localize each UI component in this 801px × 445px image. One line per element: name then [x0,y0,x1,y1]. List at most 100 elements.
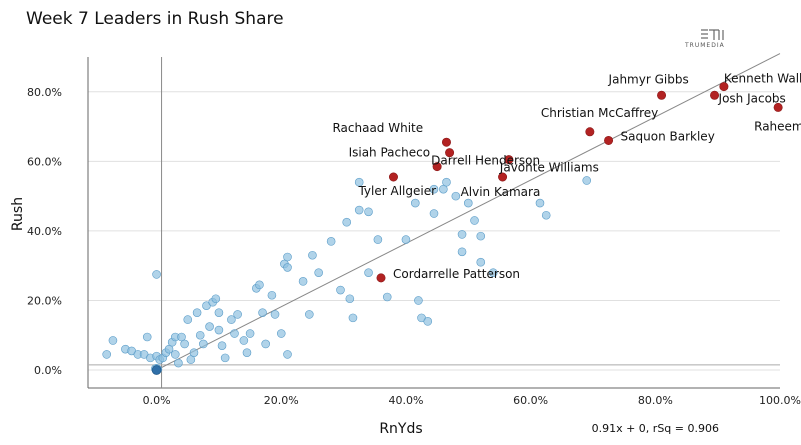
other-player-point [233,310,242,319]
y-tick-label: 80.0% [27,86,62,99]
other-player-point [195,330,205,340]
other-player-point [270,310,280,319]
y-tick-label: 40.0% [27,225,62,238]
other-player-point [239,336,249,345]
trumedia-logo: TRUMEDIA [684,29,725,49]
player-labels: Jahmyr Gibbs Kenneth Walker Josh Jacobs Rah… [332,72,801,281]
other-player-point [102,350,112,359]
other-player-point [108,336,118,345]
other-player-point [189,348,199,357]
gridlines [88,91,780,371]
x-tick-label: 60.0% [513,394,548,407]
leader-point [719,82,729,92]
other-player-point [170,350,180,359]
other-player-point [152,270,161,279]
other-player-point [298,277,308,286]
other-player-point [476,257,486,267]
other-player-point [345,294,355,304]
leader-point [604,135,614,145]
other-player-point [410,198,420,208]
other-player-point [217,341,227,350]
other-player-point [364,207,373,217]
x-axis-ticks: 0.0% 20.0% 40.0% 60.0% 80.0% 100.0% [143,394,801,407]
other-player-point [211,294,221,304]
other-player-point [342,217,352,227]
other-players-series [102,176,592,375]
other-player-point [305,310,314,319]
other-player-point [283,252,292,262]
other-player-point [205,322,214,331]
leader-point-label: Josh Jacobs [718,91,786,105]
y-tick-label: 0.0% [34,364,62,377]
y-tick-label: 20.0% [27,294,62,307]
other-player-point [214,308,224,317]
other-player-point [451,191,461,201]
leader-point-label: Darrell Henderson [431,154,540,168]
leader-point [710,90,720,100]
other-player-point [230,329,239,338]
logo-text: TRUMEDIA [684,42,725,49]
leader-point [504,155,514,165]
x-tick-label: 20.0% [264,394,299,407]
other-player-point [326,237,336,246]
other-player-point [457,247,467,257]
origin-player-point [151,365,162,375]
x-tick-label: 100.0% [759,394,801,407]
leader-point [445,148,455,158]
other-player-point [180,339,189,349]
other-player-point [192,308,202,317]
leader-point-label: Jahmyr Gibbs [608,72,689,86]
other-player-point [142,332,152,342]
other-player-point [401,235,411,244]
other-player-point [463,198,473,208]
other-player-point [414,296,423,305]
x-tick-label: 0.0% [143,394,171,407]
other-player-point [314,268,323,277]
leader-point-label: Isiah Pacheco [349,146,430,160]
leader-point [585,127,595,137]
other-player-point [174,358,183,368]
x-tick-label: 40.0% [388,394,423,407]
trendline [156,53,781,371]
other-player-point [214,325,224,335]
other-player-point [354,205,364,215]
other-player-point [267,290,277,300]
leader-point [376,273,386,283]
leader-point-label: Raheem Mostert [754,119,801,133]
leader-point-label: Christian McCaffrey [541,106,658,120]
leader-point-label: Cordarrelle Patterson [393,267,520,281]
leader-point-label: Javonte Williams [499,161,599,175]
x-tick-label: 80.0% [638,394,673,407]
leaders-series [376,82,783,283]
other-player-point [429,184,439,194]
other-player-point [227,315,236,324]
leader-point [388,172,398,182]
other-player-point [582,176,592,185]
other-player-point [258,308,267,317]
leader-point-label: Alvin Kamara [461,185,541,199]
other-player-point [535,198,545,208]
leader-point-label: Rachaad White [332,121,423,135]
other-player-point [382,292,392,302]
leader-point-label: Tyler Allgeier [357,184,436,198]
axes [87,57,780,389]
leader-point [498,172,508,182]
other-player-point [470,216,479,225]
other-player-point [373,235,383,244]
other-player-point [220,353,230,363]
other-player-point [457,230,467,239]
leader-point [773,102,783,112]
other-player-point [276,329,286,338]
leader-point [432,162,442,172]
other-player-point [354,177,364,187]
y-axis-label: Rush [10,197,26,231]
leader-point-label: Kenneth Walker [724,72,801,86]
other-player-point [364,268,373,277]
other-player-point [488,268,498,277]
other-player-point [429,209,439,218]
y-tick-label: 60.0% [27,155,62,168]
chart-title: Week 7 Leaders in Rush Share [26,9,284,29]
other-player-point [255,280,264,290]
other-player-point [261,339,270,349]
